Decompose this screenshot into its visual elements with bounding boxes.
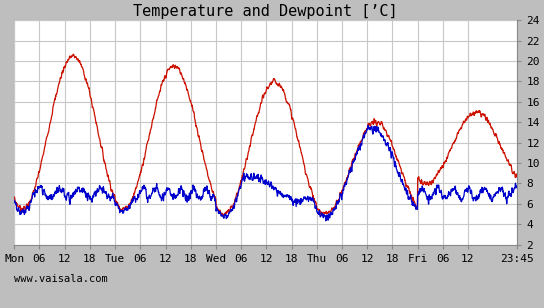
Text: www.vaisala.com: www.vaisala.com [14, 274, 108, 284]
Title: Temperature and Dewpoint [’C]: Temperature and Dewpoint [’C] [133, 4, 398, 19]
